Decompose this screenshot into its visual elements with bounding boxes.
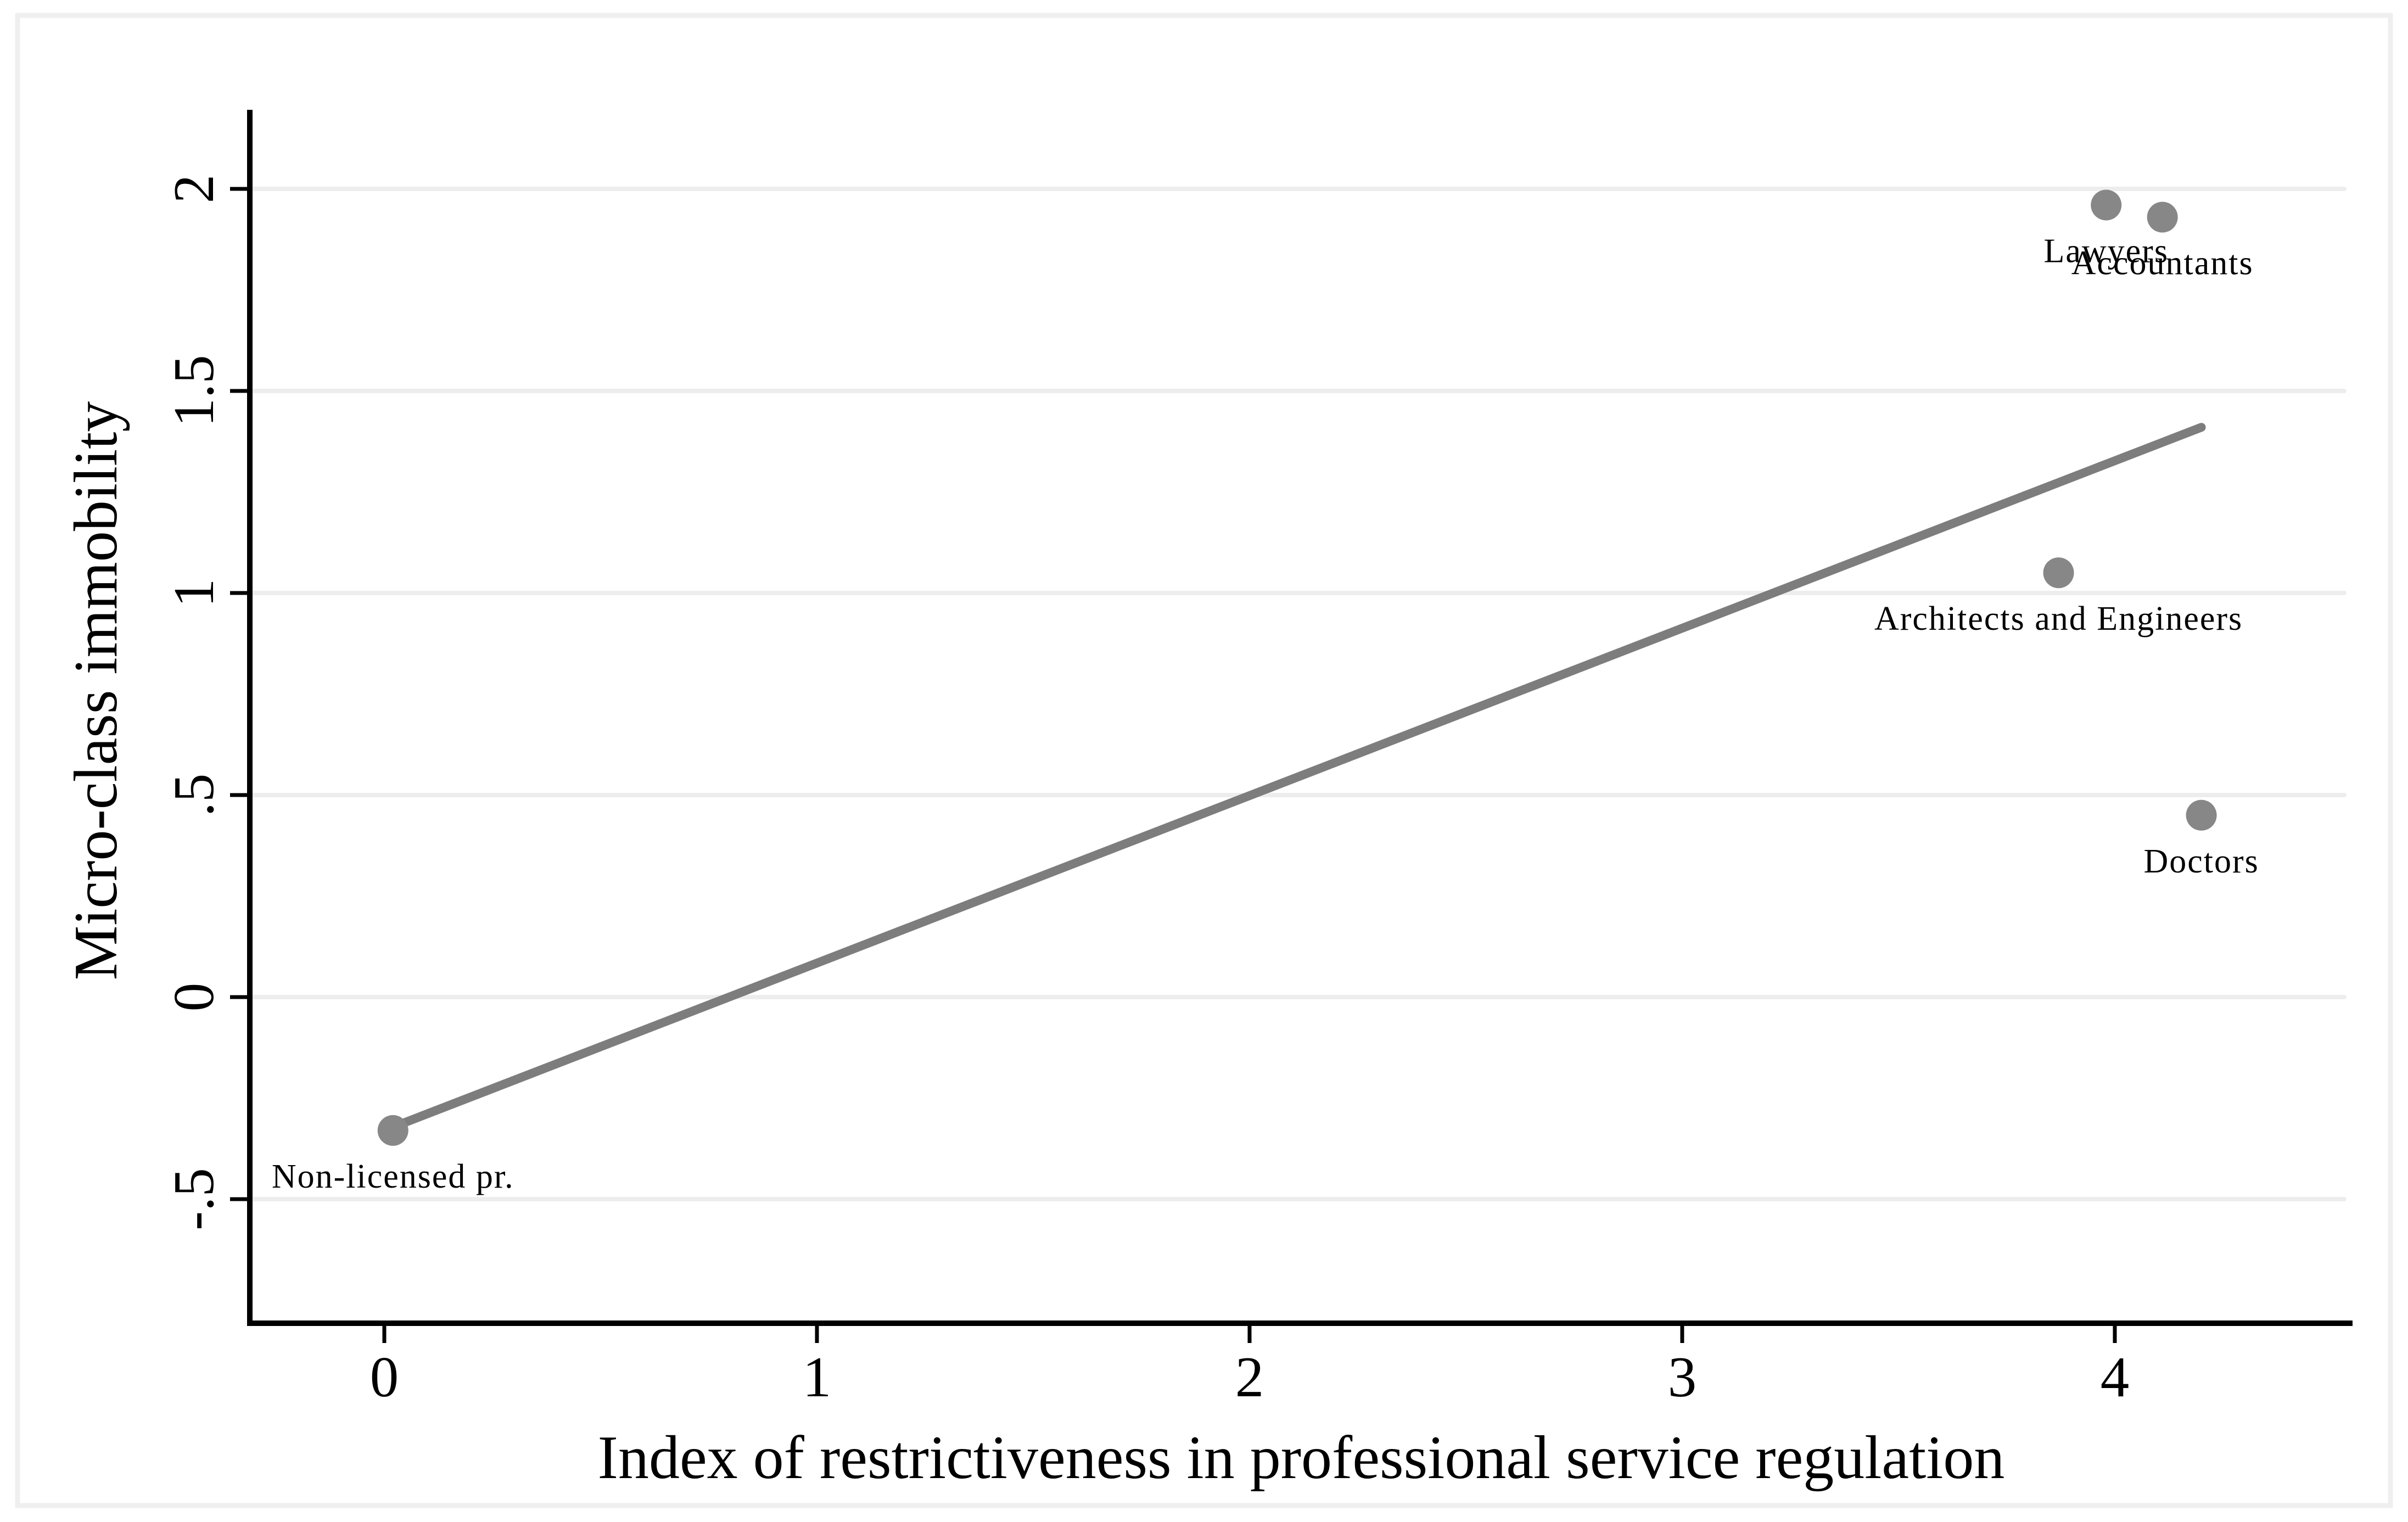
x-tick-label: 3	[1668, 1345, 1697, 1409]
x-tick-label: 0	[370, 1345, 399, 1409]
y-tick-label: -.5	[161, 1168, 226, 1230]
gridline-layer	[249, 187, 2347, 1201]
tick-label-layer: 0 1 2 3 4 -.5 0 .5 1 1.5 2	[161, 175, 2129, 1409]
data-point	[2043, 557, 2074, 589]
y-tick-label: 2	[161, 175, 226, 204]
point-label: Accountants	[2071, 245, 2254, 282]
x-tick-label: 2	[1235, 1345, 1264, 1409]
data-layer	[377, 189, 2217, 1146]
y-axis-title: Micro-class immobility	[62, 401, 130, 981]
figure-border	[15, 13, 2393, 1508]
y-tick-label: 1	[161, 579, 226, 608]
data-point	[2147, 202, 2178, 233]
x-tick-label: 1	[803, 1345, 832, 1409]
y-tick-label: 1.5	[161, 355, 226, 427]
point-label: Architects and Engineers	[1874, 600, 2243, 637]
fit-line	[380, 423, 2206, 1135]
point-label: Non-licensed pr.	[272, 1158, 514, 1195]
x-axis-title: Index of restrictiveness in professional…	[598, 1424, 2005, 1492]
data-point	[2186, 799, 2217, 831]
y-tick-label: 0	[161, 983, 226, 1012]
data-point	[2091, 189, 2122, 221]
data-point	[377, 1115, 408, 1146]
y-tick-label: .5	[161, 774, 226, 817]
point-label: Doctors	[2143, 843, 2259, 880]
x-tick-label: 4	[2101, 1345, 2130, 1409]
axis-layer	[230, 110, 2353, 1343]
point-label: Lawyers	[2044, 232, 2169, 270]
